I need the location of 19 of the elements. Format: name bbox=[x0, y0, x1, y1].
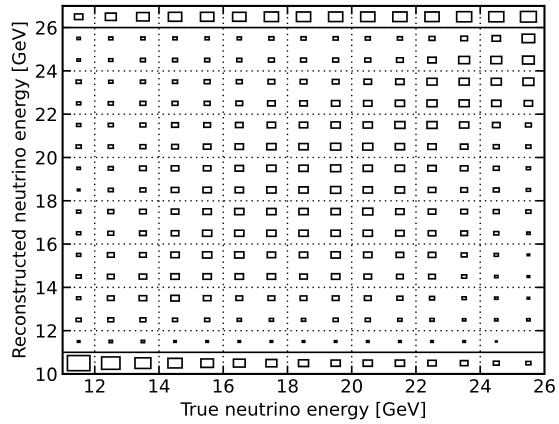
x-tick-label: 26 bbox=[534, 379, 555, 393]
y-tick-label: 14 bbox=[36, 281, 57, 294]
x-tick-label: 20 bbox=[342, 379, 362, 393]
x-tick-label: 14 bbox=[149, 379, 170, 393]
x-axis-title: True neutrino energy [GeV] bbox=[180, 402, 425, 420]
x-tick-label: 16 bbox=[214, 379, 234, 393]
y-axis-title: Reconstructed neutrino energy [GeV] bbox=[12, 22, 30, 358]
x-tick-label: 24 bbox=[470, 379, 491, 393]
x-tick-label: 18 bbox=[278, 379, 298, 393]
x-tick-label: 22 bbox=[406, 379, 426, 393]
y-tick-label: 22 bbox=[36, 108, 56, 122]
y-tick-label: 10 bbox=[36, 367, 57, 382]
y-tick-label: 18 bbox=[36, 194, 57, 208]
y-tick-label: 24 bbox=[36, 64, 57, 78]
x-tick-label: 12 bbox=[85, 379, 104, 393]
y-tick-label: 20 bbox=[36, 150, 57, 165]
y-tick-label: 12 bbox=[36, 324, 56, 338]
y-tick-label: 16 bbox=[36, 238, 57, 252]
y-tick-label: 26 bbox=[36, 21, 57, 35]
